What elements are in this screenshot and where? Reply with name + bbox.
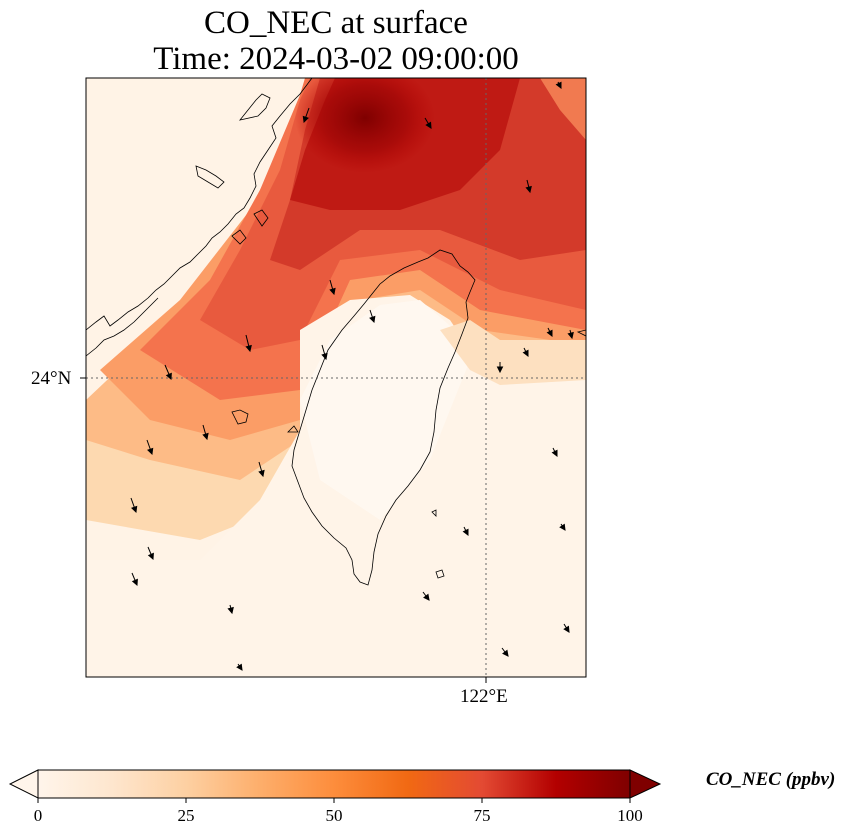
colorbar-label: CO_NEC (ppbv): [706, 769, 836, 790]
wind-arrow: [563, 623, 570, 633]
colorbar-tick-label: 75: [473, 806, 491, 825]
wind-vectors: [130, 81, 574, 671]
concentration-field: [86, 78, 586, 677]
lon-tick-label: 122°E: [460, 686, 508, 707]
wind-arrow: [567, 329, 574, 340]
colorbar-tick-label: 50: [325, 806, 343, 825]
map-title: CO_NEC at surface: [204, 5, 468, 41]
lat-tick-label: 24°N: [31, 368, 72, 389]
colorbar-tick-label: 100: [617, 806, 643, 825]
wind-arrow: [245, 334, 252, 353]
wind-arrow: [424, 117, 432, 129]
colorbar-tick-label: 0: [33, 806, 43, 825]
wind-arrow: [329, 279, 336, 296]
wind-arrow: [559, 523, 566, 531]
wind-arrow: [202, 424, 209, 441]
wind-arrow: [501, 647, 509, 657]
wind-arrow: [555, 81, 562, 90]
colorbar-max-extend: [629, 769, 662, 799]
wind-arrow: [525, 179, 532, 194]
wind-arrow: [258, 461, 265, 478]
wind-arrow: [496, 362, 504, 374]
wind-arrow: [321, 344, 328, 361]
wind-arrow: [369, 309, 376, 324]
colorbar-min-extend: [8, 769, 39, 799]
wind-arrow: [131, 572, 138, 587]
colorbar-gradient: [37, 769, 631, 799]
wind-arrow: [551, 447, 558, 458]
map-time-subtitle: Time: 2024-03-02 09:00:00: [153, 41, 519, 77]
wind-arrow: [236, 663, 243, 671]
colorbar-tick-label: 25: [177, 806, 195, 825]
wind-arrow: [147, 546, 154, 561]
wind-arrow: [546, 327, 553, 338]
wind-arrow: [302, 107, 310, 124]
colorbar: [8, 769, 662, 803]
wind-arrow: [146, 439, 154, 456]
wind-arrow: [164, 364, 172, 381]
wind-arrow: [462, 526, 469, 537]
wind-arrow: [522, 347, 529, 358]
wind-arrow: [422, 591, 430, 601]
concentration-map: [80, 77, 587, 683]
gridlines: [86, 78, 586, 677]
coastline: [86, 78, 586, 586]
wind-arrow: [130, 497, 138, 514]
wind-arrow: [227, 604, 234, 615]
